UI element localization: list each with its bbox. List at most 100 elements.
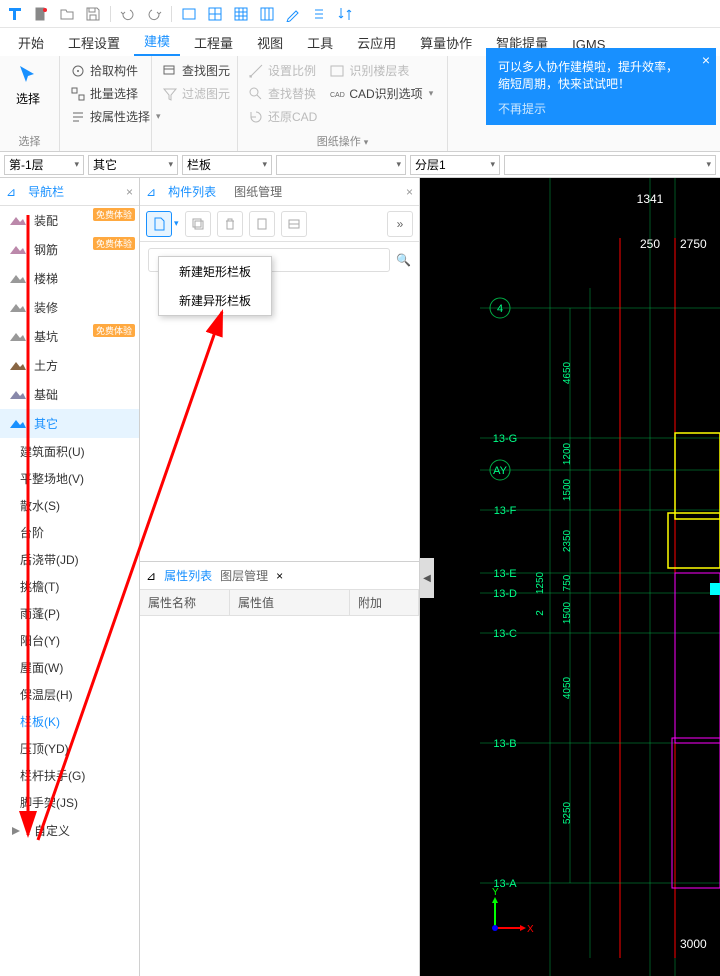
nav-sub-6[interactable]: 雨蓬(P) (0, 600, 139, 627)
svg-text:2750: 2750 (680, 237, 707, 251)
copy-button[interactable] (185, 211, 211, 237)
nav-sub-9[interactable]: 保温层(H) (0, 681, 139, 708)
nav-sub-12[interactable]: 栏杆扶手(G) (0, 762, 139, 789)
tab-view[interactable]: 视图 (247, 29, 293, 56)
paste-button[interactable] (249, 211, 275, 237)
drawing-canvas[interactable]: ◀ (420, 178, 720, 976)
floor-select[interactable]: 第-1层▾ (4, 155, 84, 175)
nav-cat-4[interactable]: 基坑免费体验 (0, 322, 139, 351)
set-scale-button[interactable]: 设置比例 (244, 60, 321, 81)
nav-cat-7[interactable]: 其它 (0, 409, 139, 438)
svg-text:AY: AY (493, 465, 508, 477)
prop-tab-layers[interactable]: 图层管理 (220, 567, 268, 584)
main-area: ⊿ 导航栏 × 装配免费体验钢筋免费体验楼梯装修基坑免费体验土方基础其它 建筑面… (0, 178, 720, 976)
pin-icon[interactable]: ⊿ (6, 185, 16, 199)
extra-select[interactable]: ▾ (504, 155, 716, 175)
more-button[interactable]: » (387, 211, 413, 237)
mid-tab-drawings[interactable]: 图纸管理 (228, 179, 288, 204)
new-rect-rail[interactable]: 新建矩形栏板 (159, 257, 271, 286)
tab-quantity[interactable]: 工程量 (184, 29, 243, 56)
grid-icon[interactable] (204, 3, 226, 25)
svg-text:3000: 3000 (680, 937, 707, 951)
restore-cad-button[interactable]: 还原CAD (244, 106, 321, 127)
table2-icon[interactable] (256, 3, 278, 25)
select-by-prop-button[interactable]: 按属性选择▾ (66, 106, 145, 127)
pen-icon[interactable] (282, 3, 304, 25)
tab-tool[interactable]: 工具 (297, 29, 343, 56)
nav-cat-3[interactable]: 装修 (0, 293, 139, 322)
open-icon[interactable] (56, 3, 78, 25)
category-select[interactable]: 其它▾ (88, 155, 178, 175)
list-icon[interactable] (308, 3, 330, 25)
svg-text:Y: Y (492, 887, 499, 898)
mid-toolbar: ▾ » (140, 206, 419, 242)
filter-element-button[interactable]: 过滤图元 (158, 83, 231, 104)
tooltip-close-icon[interactable]: × (702, 52, 710, 68)
nav-cat-0[interactable]: 装配免费体验 (0, 206, 139, 235)
collapse-handle[interactable]: ◀ (420, 558, 434, 598)
nav-cat-6[interactable]: 基础 (0, 380, 139, 409)
new-shaped-rail[interactable]: 新建异形栏板 (159, 286, 271, 315)
prop-tab-props[interactable]: 属性列表 (164, 567, 212, 584)
delete-button[interactable] (217, 211, 243, 237)
table1-icon[interactable] (230, 3, 252, 25)
nav-sub-10[interactable]: 栏板(K) (0, 708, 139, 735)
tab-model[interactable]: 建模 (134, 27, 180, 56)
new-icon[interactable] (30, 3, 52, 25)
new-component-menu: 新建矩形栏板 新建异形栏板 (158, 256, 272, 316)
mid-close-icon[interactable]: × (406, 185, 413, 199)
tab-cloud[interactable]: 云应用 (347, 29, 406, 56)
identify-floor-button[interactable]: 识别楼层表 (325, 60, 437, 81)
cad-options-button[interactable]: CADCAD识别选项▾ (325, 83, 437, 104)
nav-close-icon[interactable]: × (126, 185, 133, 199)
select-button[interactable]: 选择 (6, 60, 50, 111)
nav-sub-8[interactable]: 屋面(W) (0, 654, 139, 681)
logo-icon[interactable] (4, 3, 26, 25)
nav-cat-2[interactable]: 楼梯 (0, 264, 139, 293)
nav-sub-0[interactable]: 建筑面积(U) (0, 438, 139, 465)
prop-close-icon[interactable]: × (276, 569, 283, 583)
mid-tab-components[interactable]: 构件列表 (162, 179, 222, 204)
nav-cat-5[interactable]: 土方 (0, 351, 139, 380)
pick-component-button[interactable]: 拾取构件 (66, 60, 145, 81)
find-replace-button[interactable]: 查找替换 (244, 83, 321, 104)
find-element-button[interactable]: 查找图元 (158, 60, 231, 81)
tab-collab[interactable]: 算量协作 (410, 29, 482, 56)
save-icon[interactable] (82, 3, 104, 25)
nav-cat-1[interactable]: 钢筋免费体验 (0, 235, 139, 264)
prop-pin-icon[interactable]: ⊿ (146, 569, 156, 583)
mid-pin-icon[interactable]: ⊿ (146, 185, 156, 199)
nav-sub-7[interactable]: 阳台(Y) (0, 627, 139, 654)
layers-button[interactable] (281, 211, 307, 237)
nav-sub-2[interactable]: 散水(S) (0, 492, 139, 519)
search-icon[interactable]: 🔍 (396, 253, 411, 267)
nav-sub-11[interactable]: 压顶(YD) (0, 735, 139, 762)
svg-text:1341: 1341 (637, 192, 664, 206)
svg-text:2: 2 (535, 610, 546, 616)
nav-sub-3[interactable]: 台阶 (0, 519, 139, 546)
redo-icon[interactable] (143, 3, 165, 25)
type-select[interactable]: 栏板▾ (182, 155, 272, 175)
undo-icon[interactable] (117, 3, 139, 25)
layer-select[interactable]: 分层1▾ (410, 155, 500, 175)
nav-sub-1[interactable]: 平整场地(V) (0, 465, 139, 492)
tab-project[interactable]: 工程设置 (58, 29, 130, 56)
nav-custom[interactable]: 自定义 (0, 816, 139, 845)
svg-text:4050: 4050 (562, 676, 573, 699)
svg-text:13-E: 13-E (493, 568, 516, 580)
swap-icon[interactable] (334, 3, 356, 25)
rect-icon[interactable] (178, 3, 200, 25)
nav-sub-5[interactable]: 挑檐(T) (0, 573, 139, 600)
tab-start[interactable]: 开始 (8, 29, 54, 56)
quick-access-toolbar (0, 0, 720, 28)
group-label-select: 选择 (6, 131, 53, 149)
batch-select-button[interactable]: 批量选择 (66, 83, 145, 104)
subtype-select[interactable]: ▾ (276, 155, 406, 175)
nav-sub-13[interactable]: 脚手架(JS) (0, 789, 139, 816)
svg-text:4: 4 (497, 303, 503, 315)
svg-text:1200: 1200 (562, 442, 573, 465)
new-component-button[interactable] (146, 211, 172, 237)
tooltip-dismiss[interactable]: 不再提示 (498, 100, 704, 117)
nav-sub-4[interactable]: 后浇带(JD) (0, 546, 139, 573)
svg-text:13-D: 13-D (493, 588, 517, 600)
